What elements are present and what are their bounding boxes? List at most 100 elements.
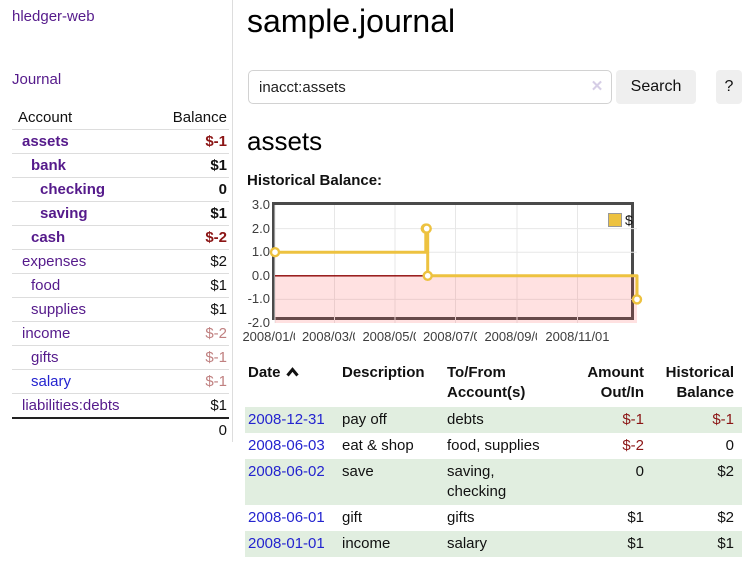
y-axis-tick-label: 0.0: [251, 267, 270, 283]
transaction-date-link[interactable]: 2008-06-03: [248, 437, 325, 454]
account-link-cash[interactable]: cash: [31, 229, 66, 246]
account-balance: $2: [154, 249, 229, 274]
y-axis-tick-label: -2.0: [247, 315, 270, 330]
account-balance: 0: [154, 177, 229, 202]
account-row: cash $-2: [12, 225, 229, 250]
account-row: expenses $2: [12, 249, 229, 274]
account-balance-table: Account Balance assets $-1 bank $1 checkin…: [12, 106, 229, 442]
amount-column-header: Amount Out/In: [587, 364, 644, 401]
account-row: salary $-1: [12, 369, 229, 394]
sidebar-item-journal[interactable]: Journal: [12, 71, 62, 88]
search-button[interactable]: Search: [616, 70, 696, 104]
account-link-saving[interactable]: saving: [40, 205, 88, 222]
account-row: bank $1: [12, 153, 229, 178]
transaction-date-link[interactable]: 2008-01-01: [248, 535, 325, 552]
account-row: supplies $1: [12, 297, 229, 322]
register-row: 2008-06-02 save saving, checking 0 $2: [245, 459, 742, 505]
chart-canvas: [269, 205, 643, 323]
transaction-amount: 0: [635, 463, 644, 480]
account-link-expenses[interactable]: expenses: [22, 253, 87, 270]
account-link-salary[interactable]: salary: [31, 373, 72, 390]
page-title: sample.journal: [247, 3, 456, 39]
help-button[interactable]: ?: [716, 70, 742, 104]
transaction-description: gift: [342, 509, 363, 526]
account-link-gifts[interactable]: gifts: [31, 349, 59, 366]
account-link-assets[interactable]: assets: [22, 133, 69, 150]
accounts-column-header: To/From Account(s): [447, 364, 526, 401]
legend-label: $: [625, 212, 633, 228]
account-heading: assets: [247, 126, 323, 156]
account-balance: $1: [154, 297, 229, 322]
transaction-date-link[interactable]: 2008-06-02: [248, 463, 325, 480]
balance-column-header: Balance: [154, 106, 229, 130]
register-table: Date Description To/From Account(s) Amou…: [245, 361, 742, 557]
account-table-header: Account Balance: [12, 106, 229, 130]
x-axis-tick-label: 2008/03/01: [294, 329, 375, 344]
account-link-food[interactable]: food: [31, 277, 61, 294]
transaction-accounts: debts: [447, 411, 484, 428]
chart-plot-area[interactable]: [269, 202, 643, 323]
account-column-header: Account: [12, 106, 155, 130]
clear-search-icon[interactable]: ✕: [590, 78, 604, 95]
account-balance: $1: [154, 273, 229, 298]
transaction-accounts: food, supplies: [447, 437, 540, 454]
account-balance: $-1: [154, 129, 229, 154]
x-axis-tick-label: 2008/05/01: [355, 329, 435, 344]
account-link-bank[interactable]: bank: [31, 157, 67, 174]
account-link-income[interactable]: income: [22, 325, 71, 342]
transaction-description: income: [342, 535, 391, 552]
account-balance: $1: [154, 201, 229, 226]
account-row: income $-2: [12, 321, 229, 346]
account-balance: $-1: [154, 369, 229, 394]
register-row: 2008-06-01 gift gifts $1 $2: [245, 505, 742, 531]
legend-swatch: [608, 213, 622, 227]
date-header-label: Date: [248, 364, 281, 381]
transaction-balance: 0: [725, 437, 734, 454]
register-header-row: Date Description To/From Account(s) Amou…: [245, 361, 742, 407]
transaction-description: save: [342, 463, 374, 480]
search-input[interactable]: [248, 70, 612, 104]
y-axis-tick-label: 2.0: [251, 220, 270, 236]
chart-legend: $: [608, 212, 633, 228]
x-axis-tick-label: 2008/09/01: [476, 329, 557, 344]
accounts-total: 0: [218, 422, 227, 439]
transaction-amount: $1: [627, 535, 644, 552]
chart-title: Historical Balance:: [247, 172, 383, 189]
account-link-checking[interactable]: checking: [40, 181, 106, 198]
x-axis-tick-label: 2008/07/01: [415, 329, 496, 344]
transaction-amount: $1: [627, 509, 644, 526]
register-row: 2008-06-03 eat & shop food, supplies $-2…: [245, 433, 742, 459]
account-balance: $1: [154, 153, 229, 178]
transaction-accounts: saving, checking: [447, 463, 507, 500]
transaction-amount: $-1: [622, 411, 644, 428]
balance-column-header: Historical Balance: [665, 364, 734, 401]
account-row: assets $-1: [12, 129, 229, 154]
account-balance: $-2: [154, 225, 229, 250]
transaction-balance: $1: [717, 535, 734, 552]
transaction-balance: $2: [717, 463, 734, 480]
transaction-accounts: gifts: [447, 509, 475, 526]
transaction-balance: $2: [717, 509, 734, 526]
x-axis-tick-label: 2008/11/01: [537, 329, 618, 344]
y-axis-tick-label: 3.0: [251, 197, 270, 212]
transaction-date-link[interactable]: 2008-06-01: [248, 509, 325, 526]
account-balance: $-2: [154, 321, 229, 346]
transaction-description: eat & shop: [342, 437, 414, 454]
date-column-header[interactable]: Date: [245, 361, 342, 407]
register-row: 2008-01-01 income salary $1 $1: [245, 531, 742, 557]
account-total-row: 0: [12, 418, 229, 442]
account-balance: $1: [154, 393, 229, 419]
register-row: 2008-12-31 pay off debts $-1 $-1: [245, 407, 742, 433]
account-link-liabilities-debts[interactable]: liabilities:debts: [22, 397, 120, 414]
account-link-supplies[interactable]: supplies: [31, 301, 87, 318]
transaction-balance: $-1: [712, 411, 734, 428]
description-column-header: Description: [342, 364, 425, 381]
transaction-description: pay off: [342, 411, 387, 428]
account-balance: $-1: [154, 345, 229, 370]
y-axis-tick-label: 1.0: [251, 244, 270, 260]
account-row: saving $1: [12, 201, 229, 226]
historical-balance-chart: $ 3.0 2.0 1.0 0.0 -1.0 -2.0 2008/01/01 2008/03/…: [230, 195, 742, 347]
transaction-date-link[interactable]: 2008-12-31: [248, 411, 325, 428]
account-row: checking 0: [12, 177, 229, 202]
app-brand-link[interactable]: hledger-web: [12, 8, 95, 25]
